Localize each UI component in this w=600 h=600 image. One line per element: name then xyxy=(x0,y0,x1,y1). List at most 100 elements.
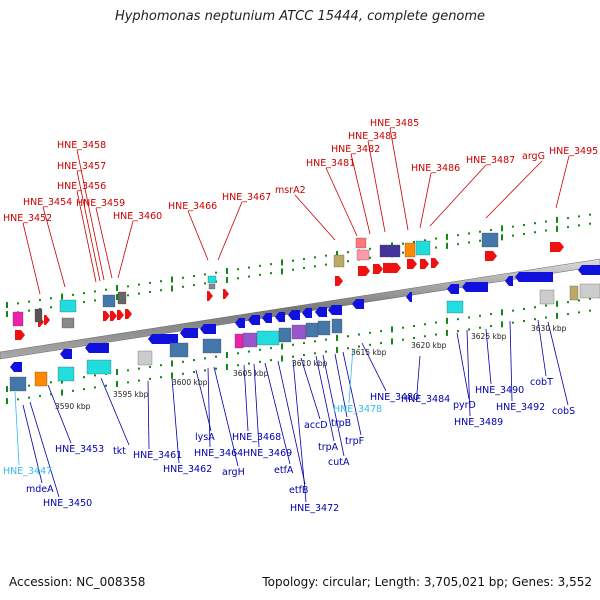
scale-dot xyxy=(105,288,107,291)
scale-dot xyxy=(501,321,503,328)
scale-dot xyxy=(545,304,547,307)
scale-dot xyxy=(347,347,349,350)
scale-dot xyxy=(325,254,327,257)
scale-dot xyxy=(160,376,162,379)
annotation-box xyxy=(59,299,77,313)
bottom-gene-label: HNE_3490 xyxy=(475,385,524,396)
scale-tick-labels: 3590 kbp 3595 kbp 3600 kbp 3605 kbp 3610 kbp… xyxy=(55,324,567,411)
reverse-gene-arrow xyxy=(275,312,285,322)
bottom-gene-label: lysA xyxy=(195,432,215,443)
forward-gene-arrow xyxy=(125,309,132,319)
scale-dot xyxy=(523,232,525,235)
scale-dot xyxy=(358,345,360,348)
scale-dot xyxy=(347,251,349,254)
forward-gene-arrow xyxy=(223,289,229,299)
bottom-label-leader xyxy=(361,342,387,392)
scale-dot xyxy=(402,251,404,254)
reverse-gene-arrow xyxy=(10,362,22,372)
scale-dot xyxy=(589,297,591,300)
scale-dot xyxy=(259,360,261,363)
annotation-box xyxy=(278,327,292,343)
scale-dot xyxy=(556,300,558,307)
scale-dot xyxy=(303,258,305,261)
top-gene-label: HNE_3466 xyxy=(168,201,217,212)
scale-dot xyxy=(6,386,8,393)
scale-dot xyxy=(578,299,580,302)
scale-dot xyxy=(204,282,206,285)
annotation-box xyxy=(579,283,600,299)
scale-dot xyxy=(94,290,96,293)
scale-dot xyxy=(567,313,569,316)
bottom-gene-label: cobT xyxy=(530,377,553,388)
scale-dot xyxy=(534,318,536,321)
scale-dot xyxy=(413,240,415,243)
bottom-label-leader xyxy=(456,332,470,400)
reverse-gene-arrow xyxy=(462,282,488,292)
scale-dot xyxy=(259,348,261,351)
bottom-gene-label: pyrD xyxy=(453,400,476,411)
scale-dot xyxy=(127,294,129,297)
scale-dot xyxy=(237,352,239,355)
scale-dot xyxy=(270,263,272,266)
scale-dot xyxy=(457,318,459,321)
scale-dot xyxy=(248,362,250,365)
scale-dot xyxy=(292,343,294,346)
bottom-label-leader xyxy=(348,347,354,404)
annotation-box xyxy=(291,324,307,340)
top-label-leader xyxy=(76,170,101,282)
scale-dot xyxy=(39,298,41,301)
scale-dot xyxy=(369,343,371,346)
top-label-leader xyxy=(117,220,134,279)
scale-dot xyxy=(380,330,382,333)
scale-dot xyxy=(347,335,349,338)
scale-dot xyxy=(303,354,305,357)
top-label-leader xyxy=(367,140,386,233)
scale-dot xyxy=(6,302,8,309)
annotation-box xyxy=(256,330,280,346)
bottom-label-leader xyxy=(466,329,471,417)
scale-dot xyxy=(215,367,217,370)
scale-dot xyxy=(435,321,437,324)
annotation-box xyxy=(34,371,48,387)
scale-dot xyxy=(226,363,228,370)
top-gene-label: HNE_3459 xyxy=(76,198,125,209)
scale-dot xyxy=(303,267,305,270)
scale-dot xyxy=(512,309,514,312)
top-label-leader xyxy=(76,149,105,281)
scale-dot xyxy=(61,293,63,300)
accession-text: Accession: NC_008358 xyxy=(9,575,146,589)
top-label-leader xyxy=(42,206,66,288)
scale-dot xyxy=(545,316,547,319)
scale-dot xyxy=(259,273,261,276)
scale-dot xyxy=(424,335,426,338)
reverse-gene-arrow xyxy=(262,313,272,323)
scale-dot xyxy=(292,268,294,271)
annotation-box xyxy=(415,240,431,256)
forward-gene-arrow xyxy=(485,251,497,261)
reverse-gene-arrow xyxy=(505,276,513,286)
scale-tick-label: 3630 kbp xyxy=(531,324,567,333)
top-gene-label: HNE_3487 xyxy=(466,155,515,166)
scale-dot xyxy=(171,276,173,283)
scale-dot xyxy=(149,290,151,293)
forward-gene-arrow xyxy=(44,315,50,325)
forward-gene-arrow xyxy=(550,242,564,252)
bottom-label-leader xyxy=(243,364,249,432)
bottom-gene-label: HNE_3489 xyxy=(454,417,503,428)
annotation-box xyxy=(169,342,189,358)
scale-dot xyxy=(94,374,96,377)
bottom-gene-label: HNE_3464 xyxy=(194,448,243,459)
scale-dot xyxy=(325,350,327,353)
scale-dot xyxy=(391,338,393,345)
scale-dot xyxy=(160,280,162,283)
scale-dot xyxy=(512,321,514,324)
bottom-label-leader xyxy=(334,353,348,418)
annotation-box xyxy=(61,317,75,329)
scale-dot xyxy=(171,285,173,292)
reverse-gene-arrow xyxy=(148,334,178,344)
annotation-box xyxy=(9,376,27,392)
scale-dot xyxy=(457,330,459,333)
scale-dot xyxy=(248,266,250,269)
bottom-label-leader xyxy=(29,401,60,498)
scale-dot xyxy=(182,360,184,363)
